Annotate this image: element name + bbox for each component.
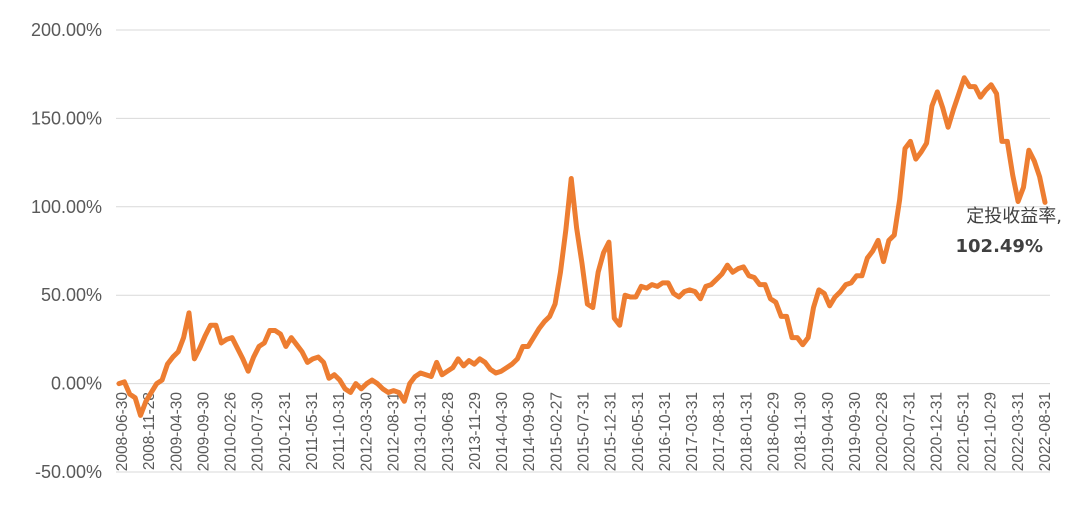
- x-tick-label: 2015-07-31: [576, 392, 593, 471]
- x-tick-label: 2019-09-30: [847, 392, 864, 472]
- y-tick-label: 200.00%: [31, 20, 102, 40]
- x-tick-label: 2008-06-30: [114, 392, 131, 472]
- series-line: [116, 75, 1048, 418]
- x-tick-label: 2012-08-31: [385, 392, 402, 471]
- x-tick-label: 2017-08-31: [711, 392, 728, 471]
- x-tick-label: 2013-11-29: [467, 392, 484, 470]
- x-tick-label: 2018-01-31: [738, 392, 755, 471]
- x-tick-label: 2018-06-29: [766, 392, 783, 471]
- y-tick-label: 100.00%: [31, 197, 102, 217]
- y-tick-label: 0.00%: [51, 374, 102, 394]
- x-tick-label: 2019-04-30: [820, 392, 837, 472]
- series-layer: [116, 75, 1048, 418]
- y-tick-label: 150.00%: [31, 108, 102, 128]
- x-tick-label: 2010-12-31: [277, 392, 294, 471]
- x-tick-label: 2013-01-31: [413, 392, 430, 471]
- x-tick-label: 2010-07-30: [250, 392, 267, 472]
- x-tick-label: 2008-11-28: [141, 392, 158, 470]
- x-tick-label: 2015-12-31: [603, 392, 620, 471]
- x-tick-label: 2020-02-28: [874, 392, 891, 471]
- x-tick-label: 2014-09-30: [521, 392, 538, 472]
- y-tick-label: -50.00%: [35, 462, 102, 482]
- x-tick-label: 2020-07-31: [901, 392, 918, 471]
- y-tick-label: 50.00%: [41, 285, 102, 305]
- annotation-line-1: 定投收益率,: [966, 206, 1062, 227]
- x-tick-label: 2022-08-31: [1037, 392, 1054, 471]
- x-tick-label: 2015-02-27: [548, 392, 565, 471]
- x-tick-label: 2021-10-29: [983, 392, 1000, 471]
- annotation-line-2: 102.49%: [956, 236, 1044, 257]
- x-tick-label: 2011-10-31: [331, 392, 348, 470]
- x-tick-label: 2009-09-30: [195, 392, 212, 472]
- x-tick-label: 2018-11-30: [793, 392, 810, 471]
- x-tick-label: 2014-04-30: [494, 392, 511, 472]
- x-tick-label: 2017-03-31: [684, 392, 701, 471]
- x-tick-label: 2011-05-31: [304, 392, 321, 470]
- x-tick-label: 2022-03-31: [1010, 392, 1027, 471]
- x-tick-label: 2016-10-31: [657, 392, 674, 471]
- x-tick-label: 2013-06-28: [440, 392, 457, 471]
- x-tick-label: 2020-12-31: [928, 392, 945, 471]
- x-tick-label: 2010-02-26: [223, 392, 240, 471]
- x-tick-label: 2009-04-30: [168, 392, 185, 472]
- gridlines: [116, 29, 1050, 473]
- y-axis: -50.00% 0.00% 50.00% 100.00% 150.00% 200.00%: [31, 20, 102, 482]
- end-annotation: 定投收益率, 102.49%: [956, 206, 1063, 257]
- x-tick-label: 2016-05-31: [630, 392, 647, 471]
- x-tick-label: 2021-05-31: [956, 392, 973, 471]
- x-axis: 2008-06-30 2008-11-28 2009-04-30 2009-09-30…: [114, 392, 1054, 472]
- x-tick-label: 2012-03-30: [358, 392, 375, 472]
